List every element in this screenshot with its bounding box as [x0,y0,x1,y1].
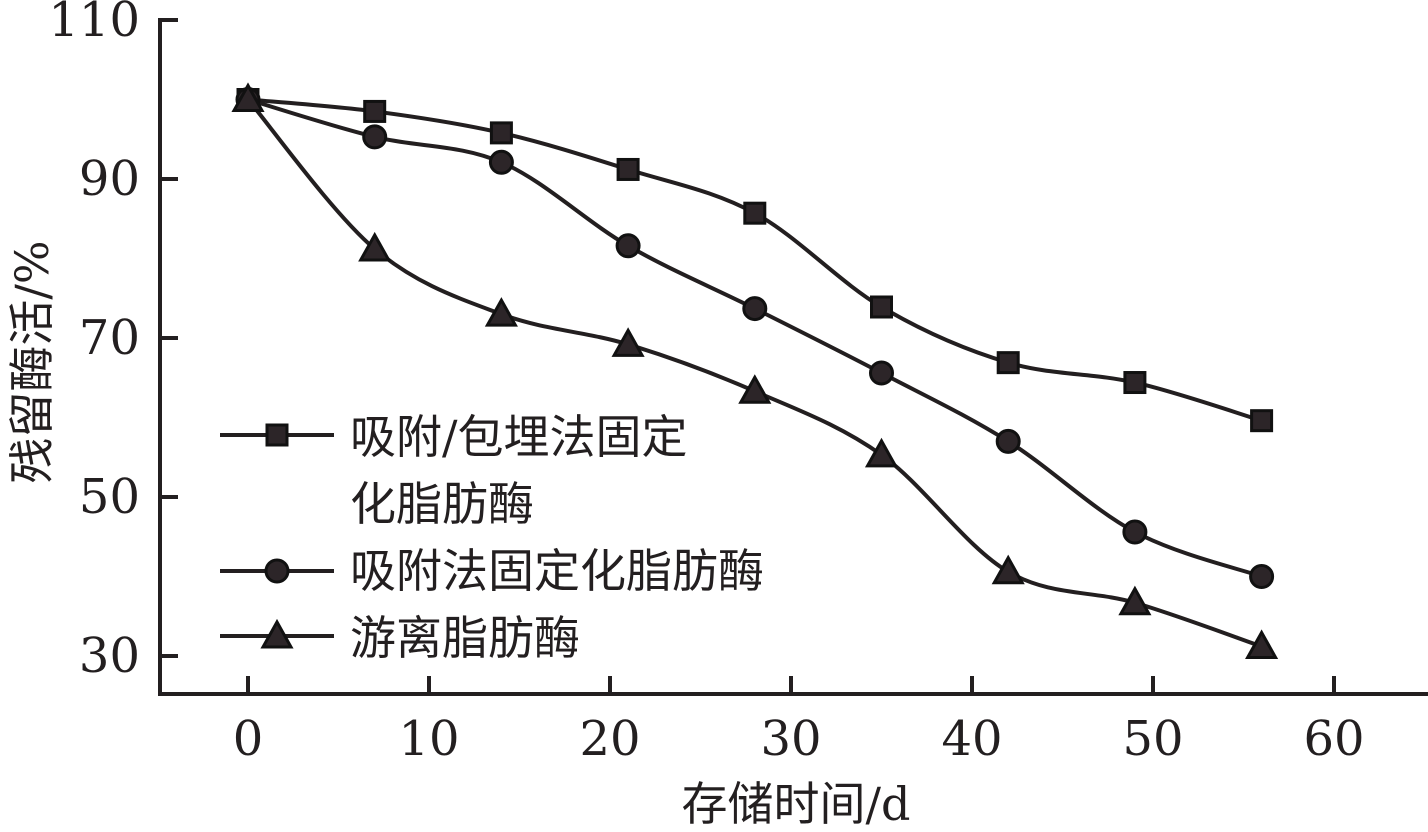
square-marker [996,351,1020,375]
square-marker [616,157,640,181]
ticks: 30 50 70 90 110 0 10 20 30 40 50 60 [48,0,1364,767]
circle-marker [1249,564,1275,589]
square-marker [1250,409,1274,433]
y-tick-label: 90 [79,151,140,207]
circle-marker [742,296,768,322]
x-tick-label: 60 [1303,711,1364,767]
series-triangle [231,82,1279,659]
legend-label: 游离脂肪酶 [350,611,580,665]
triangle-marker [611,327,645,357]
y-tick-label: 70 [79,310,140,366]
circle-marker [362,124,388,150]
series-circle [235,87,1275,589]
series-group [231,82,1279,659]
x-tick-label: 0 [233,711,264,767]
circle-marker [1122,519,1148,545]
triangle-marker [1118,585,1152,616]
triangle-marker [1245,629,1279,659]
triangle-marker [358,231,392,262]
axes [158,18,1428,696]
square-marker [743,201,767,225]
y-tick-label: 50 [79,469,140,525]
legend-square-marker [265,423,289,447]
triangle-marker [484,297,518,327]
triangle-marker [864,437,899,468]
legend-circle-marker [264,558,290,584]
legend-label: 吸附/包埋法固定 [350,410,688,464]
square-marker [489,121,513,145]
legend-label: 吸附法固定化脂肪酶 [350,544,764,598]
square-marker [1123,371,1147,395]
legend-item: 吸附法固定化脂肪酶 [220,544,764,598]
circle-marker [869,360,894,386]
y-axis-title: 残留酶活/% [5,240,59,483]
x-tick-label: 40 [941,711,1002,767]
circle-marker [488,149,514,175]
y-tick-label: 30 [79,628,140,684]
circle-marker [615,233,641,259]
x-tick-label: 20 [579,711,640,767]
triangle-marker [231,82,265,112]
x-axis-title: 存储时间/d [682,777,911,831]
x-tick-label: 10 [398,711,459,767]
x-tick-label: 30 [760,711,821,767]
x-tick-label: 50 [1122,711,1183,767]
legend-label: 化脂肪酶 [350,477,534,531]
square-series-line [247,97,1263,423]
y-tick-label: 110 [48,0,140,48]
triangle-marker [738,374,772,404]
square-marker [363,99,387,123]
legend-triangle-marker [260,618,294,649]
legend-item: 游离脂肪酶 [220,611,580,665]
square-marker [870,295,893,319]
circle-marker [995,428,1021,454]
triangle-marker [991,554,1025,585]
series-square [236,88,1274,433]
